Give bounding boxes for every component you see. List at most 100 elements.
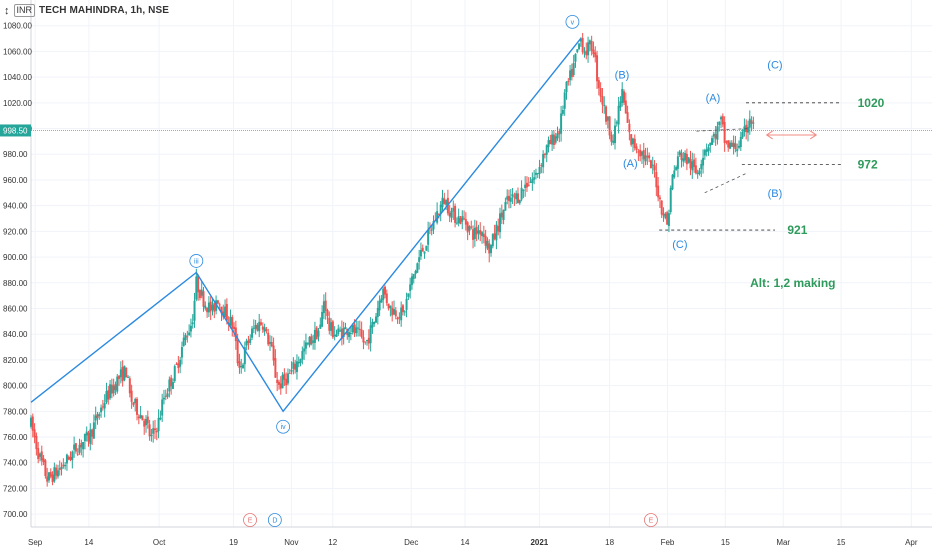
candle-body (326, 310, 329, 316)
candle-body (507, 195, 510, 201)
candle-body (337, 328, 340, 335)
candle-body (443, 198, 446, 204)
candle-body (685, 153, 688, 165)
candle-body (547, 140, 550, 148)
candle-body (384, 286, 387, 295)
candle-body (204, 305, 207, 309)
candle-body (344, 327, 347, 330)
candle-body (709, 142, 712, 146)
candle-body (452, 207, 455, 212)
candle-body (67, 456, 70, 460)
candle-body (82, 441, 85, 450)
candle-body (64, 464, 67, 467)
candle-body (723, 122, 726, 143)
candle-body (256, 324, 259, 331)
candle-body (594, 52, 597, 58)
candle-body (175, 363, 178, 365)
candle-body (648, 155, 651, 159)
last-price-label: 998.50 (3, 126, 28, 135)
candle-body (272, 345, 275, 361)
candle-body (155, 430, 158, 433)
candle-body (74, 443, 77, 452)
candle-body (38, 453, 41, 457)
candle-body (556, 133, 559, 139)
candle-body (558, 130, 561, 135)
candle-body (245, 340, 248, 346)
candle-body (387, 303, 390, 309)
candle-body (570, 68, 573, 78)
triangle-trendline (696, 128, 751, 132)
candle-body (662, 213, 665, 216)
candle-body (437, 213, 440, 215)
candle-body (207, 302, 210, 313)
candle-body (30, 417, 32, 427)
candle-body (281, 374, 284, 389)
candle-body (299, 359, 302, 363)
candle-body (260, 322, 263, 325)
y-tick-label: 700.00 (3, 510, 28, 519)
candle-body (479, 230, 482, 235)
candle-body (509, 197, 512, 202)
candle-body (597, 80, 600, 89)
candle-body (418, 257, 421, 262)
candle-body (252, 327, 255, 329)
candle-body (389, 305, 392, 308)
candle-body (277, 381, 280, 385)
candle-body (450, 210, 453, 218)
candle-body (357, 327, 360, 329)
candle-body (490, 244, 493, 253)
wave-label-A-tri: (A) (706, 93, 721, 105)
candle-body (238, 361, 241, 368)
candle-body (470, 226, 473, 228)
candle-body (40, 451, 43, 461)
candle-body (468, 226, 471, 231)
candle-body (366, 340, 369, 342)
candle-body (499, 213, 502, 233)
candle-body (249, 338, 252, 343)
range-arrow-left-head (765, 130, 773, 140)
expand-arrow-icon[interactable]: ↕ (4, 4, 10, 17)
candle-body (407, 293, 410, 297)
candle-body (258, 321, 261, 332)
candle-body (658, 197, 661, 200)
level-label: 921 (787, 223, 807, 237)
candle-body (157, 417, 160, 432)
candle-body (51, 474, 54, 483)
candle-body (605, 106, 608, 122)
candle-body (376, 307, 379, 318)
candle-body (691, 161, 694, 171)
candle-body (617, 105, 620, 125)
candle-body (184, 335, 187, 340)
candle-body (436, 211, 439, 223)
candle-body (714, 134, 717, 139)
candle-body (211, 304, 214, 310)
candle-body (369, 325, 372, 344)
candle-body (454, 205, 457, 223)
candle-body (371, 321, 374, 328)
candle-body (173, 366, 176, 382)
candle-body (531, 179, 534, 184)
candle-body (349, 332, 352, 334)
candle-body (98, 414, 101, 417)
candle-body (80, 442, 83, 448)
candle-body (515, 193, 518, 200)
candle-body (71, 451, 74, 461)
candle-body (630, 134, 633, 145)
candle-body (342, 328, 345, 337)
wave-label-C-tri: (C) (767, 59, 782, 71)
candle-body (331, 321, 334, 338)
candle-body (96, 414, 99, 419)
candle-body (123, 365, 126, 381)
candle-body (321, 311, 324, 327)
candle-body (567, 80, 570, 82)
candle-body (220, 306, 223, 314)
event-marker-label: D (272, 518, 277, 525)
candle-body (91, 429, 94, 437)
candle-body (251, 328, 254, 338)
candle-body (612, 140, 615, 143)
candle-body (121, 367, 124, 382)
candle-body (448, 212, 451, 217)
candle-body (303, 348, 306, 352)
candle-body (195, 276, 198, 300)
